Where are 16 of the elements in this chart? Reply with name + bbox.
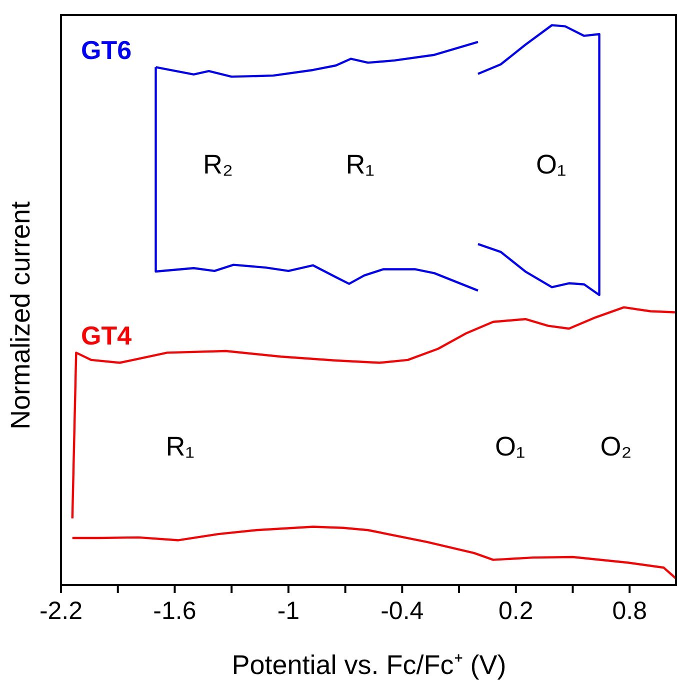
annotation: R₂: [203, 150, 233, 180]
y-axis-title: Normalized current: [6, 200, 36, 430]
annotation: O₂: [600, 432, 632, 462]
annotation: R₁: [346, 150, 374, 180]
series-label: GT6: [81, 35, 132, 66]
x-tick-label: 0.8: [612, 596, 647, 625]
annotation: R₁: [166, 432, 194, 462]
x-axis-title: Potential vs. Fc/Fc⁺ (V): [232, 650, 506, 680]
x-tick-label: 0.2: [498, 596, 534, 625]
x-tick-label: -2.2: [39, 596, 83, 625]
series-label: GT4: [81, 320, 132, 351]
x-tick-label: -1.6: [153, 596, 196, 625]
x-tick-label: -0.4: [380, 596, 424, 625]
x-tick-label: -1: [277, 596, 300, 625]
annotation: O₁: [494, 432, 526, 462]
annotation: O₁: [536, 150, 566, 180]
